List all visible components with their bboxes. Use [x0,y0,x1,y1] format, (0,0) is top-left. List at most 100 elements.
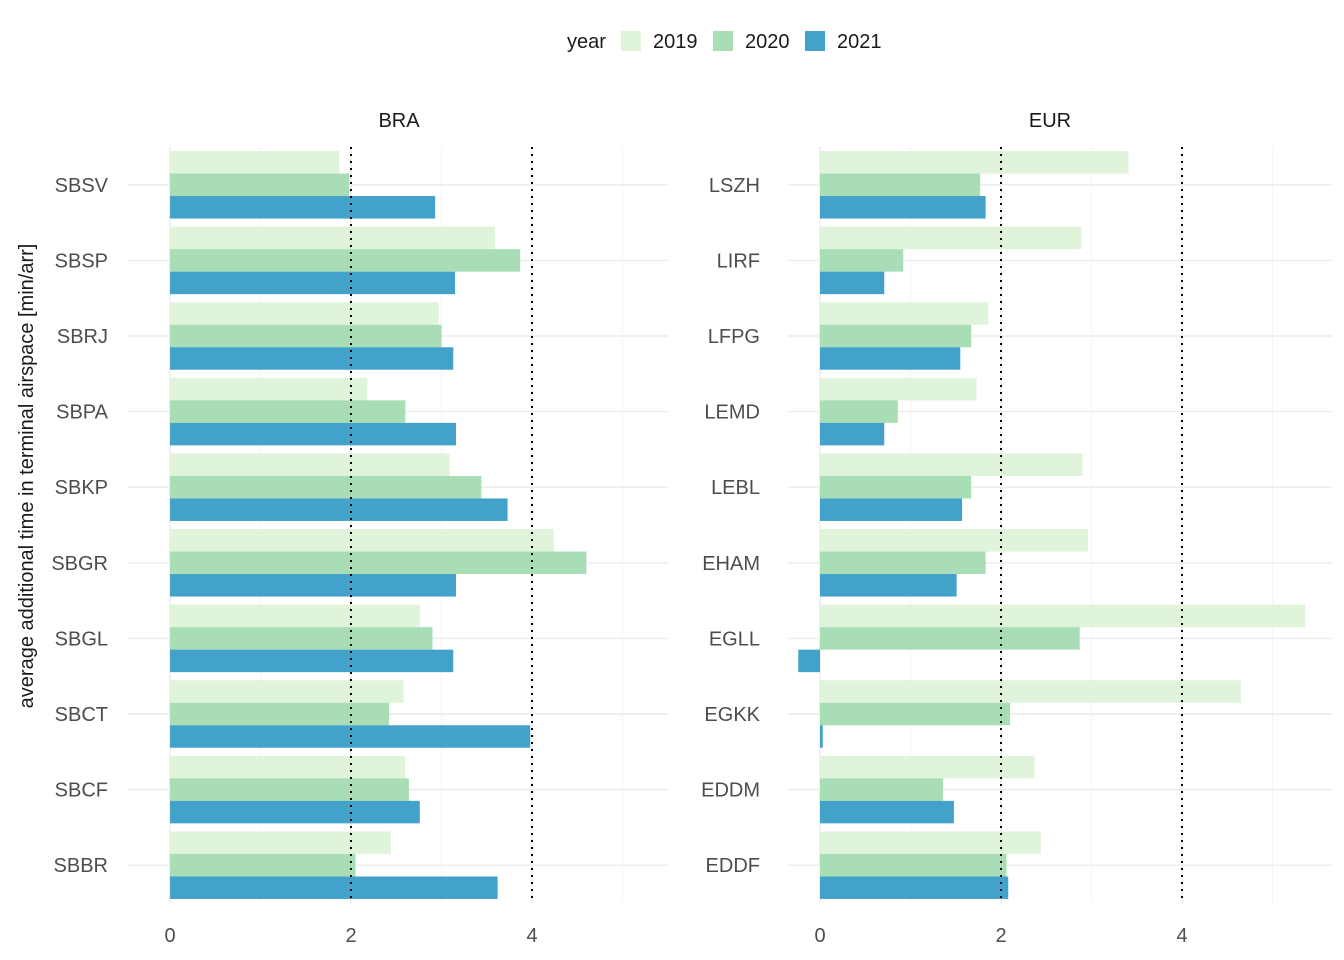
bar-EGKK-2020 [820,702,1011,726]
x-tick-label: 2 [345,925,356,947]
panel-BRA: BRA SBBR SBCF SBCT SBGL SBGR SBKP SBPA SBRJ SBSP S… [51,110,668,947]
bar-SBCF-2020 [170,778,409,801]
y-tick-label: EDDM [701,780,760,802]
y-tick-label: SBCT [55,704,108,726]
bar-SBCT-2019 [170,680,404,703]
bar-SBCT-2020 [170,702,390,726]
bar-SBRJ-2019 [170,302,439,325]
y-tick-label: LFPG [708,326,760,348]
bar-EGKK-2021 [820,725,823,748]
bar-SBRJ-2021 [170,347,454,370]
y-tick-label: LIRF [717,250,760,272]
bar-EDDM-2019 [820,755,1035,779]
panel-title: EUR [1029,110,1071,132]
bar-LIRF-2019 [820,226,1082,250]
bar-SBGL-2019 [170,604,420,628]
panel-title: BRA [378,110,420,132]
bar-SBGL-2021 [170,649,454,673]
x-tick-label: 0 [814,925,825,947]
y-tick-label: EHAM [702,553,760,575]
legend-title: year [567,31,606,53]
bar-LFPG-2020 [820,324,972,348]
legend: year 2019 2020 2021 [567,31,882,53]
legend-swatch [713,31,733,51]
y-tick-label: SBSP [55,250,108,272]
y-tick-label: SBGR [51,553,108,575]
bar-SBSV-2019 [170,151,340,174]
bar-SBSP-2019 [170,226,495,250]
bar-LEMD-2020 [820,400,898,423]
bar-EGLL-2019 [820,604,1306,628]
bar-SBBR-2020 [170,853,356,877]
bar-LEMD-2021 [820,422,885,446]
legend-label: 2019 [653,31,698,53]
bar-SBGL-2020 [170,627,433,650]
bar-LIRF-2020 [820,249,904,272]
bar-LSZH-2021 [820,196,986,219]
bars [798,151,1306,899]
bar-SBGR-2019 [170,529,554,552]
bar-LIRF-2021 [820,271,885,295]
panel-EUR: EUR EDDF EDDM EGKK EGLL EHAM LEBL LEMD LFPG LIRF L… [701,110,1332,947]
bar-SBKP-2019 [170,453,450,476]
y-axis-title: average additional time in terminal airs… [16,244,38,709]
y-tick-label: SBSV [55,175,109,197]
y-tick-label: SBCF [55,780,108,802]
bar-SBSP-2021 [170,271,456,295]
y-tick-label: EGKK [704,704,760,726]
x-tick-label: 4 [526,925,537,947]
bar-SBSV-2020 [170,173,350,197]
bar-LFPG-2021 [820,347,961,370]
bar-SBCF-2019 [170,755,406,779]
y-tick-label: LSZH [709,175,760,197]
bar-LEBL-2020 [820,475,972,499]
bar-LEBL-2019 [820,453,1083,476]
y-tick-label: EGLL [709,628,760,650]
bar-EGKK-2019 [820,680,1241,703]
bar-SBGR-2020 [170,551,587,575]
bar-LFPG-2019 [820,302,989,325]
bar-LEMD-2019 [820,377,977,401]
bar-LSZH-2019 [820,151,1129,174]
bars [170,151,587,899]
bar-SBCF-2021 [170,800,420,824]
y-tick-label: SBPA [56,402,109,424]
x-tick-label: 4 [1176,925,1187,947]
bar-SBSV-2021 [170,196,436,219]
legend-label: 2021 [837,31,882,53]
bar-SBPA-2020 [170,400,406,423]
legend-item-2019: 2019 [621,31,698,53]
bar-SBKP-2020 [170,475,482,499]
bar-SBRJ-2020 [170,324,442,348]
bar-EDDF-2019 [820,831,1041,854]
bar-EHAM-2019 [820,529,1088,552]
y-tick-label: SBGL [55,628,108,650]
bar-SBBR-2019 [170,831,391,854]
bar-EGLL-2021 [798,649,820,673]
y-tick-label: EDDF [706,855,760,877]
x-tick-label: 2 [995,925,1006,947]
bar-EDDM-2021 [820,800,954,824]
bar-SBSP-2020 [170,249,521,272]
x-tick-label: 0 [164,925,175,947]
legend-swatch [805,31,825,51]
bar-SBPA-2019 [170,377,368,401]
panels: BRA SBBR SBCF SBCT SBGL SBGR SBKP SBPA SBRJ SBSP S… [51,110,1332,947]
bar-SBGR-2021 [170,574,456,597]
bar-SBBR-2021 [170,876,498,899]
y-tick-label: SBBR [54,855,108,877]
bar-EHAM-2020 [820,551,986,575]
bar-EHAM-2021 [820,574,957,597]
legend-item-2021: 2021 [805,31,882,53]
legend-item-2020: 2020 [713,31,790,53]
bar-SBKP-2021 [170,498,508,521]
bar-EDDM-2020 [820,778,944,801]
legend-label: 2020 [745,31,790,53]
bar-EGLL-2020 [820,627,1080,650]
y-tick-label: SBRJ [57,326,108,348]
bar-EDDF-2021 [820,876,1009,899]
legend-swatch [621,31,641,51]
y-tick-label: LEMD [704,402,760,424]
bar-LSZH-2020 [820,173,981,197]
